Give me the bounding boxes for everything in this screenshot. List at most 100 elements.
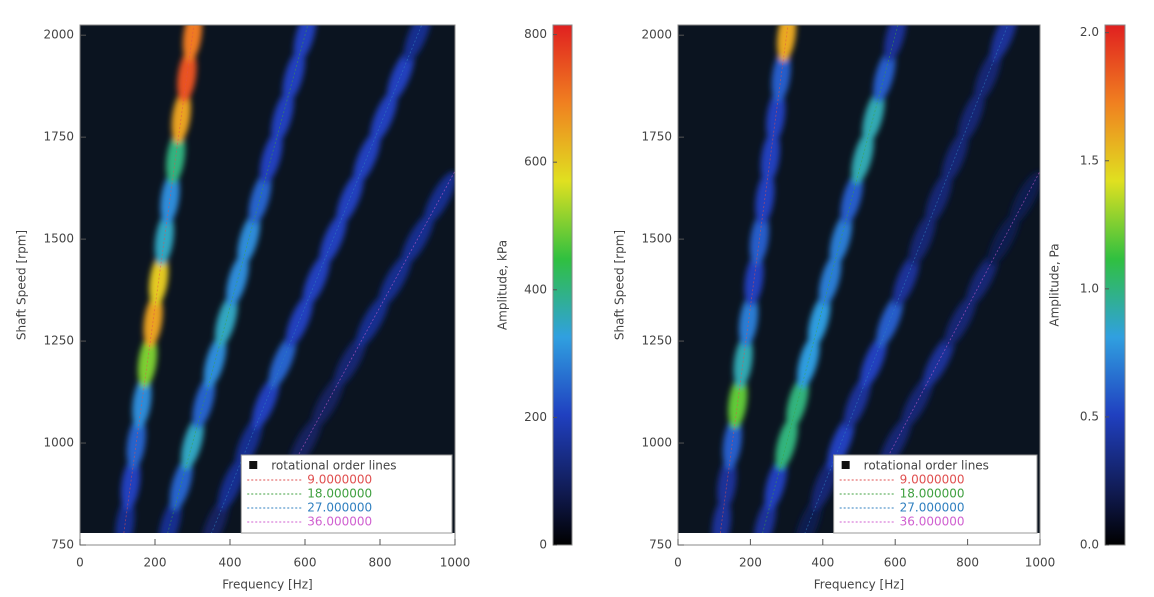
colorbar-tick-label: 800 [524,27,547,41]
plot-frame [677,24,1041,546]
colorbar-tick-label: 0 [539,538,547,552]
y-tick-label: 1000 [43,436,74,450]
x-tick-label: 1000 [440,556,471,570]
amplitude-cell [987,212,1020,266]
colorbar-tick-label: 2.0 [1080,25,1099,39]
amplitude-cell [149,253,169,307]
amplitude-cell [423,171,455,226]
amplitude-cell [218,457,246,511]
amplitude-cell [336,171,364,226]
amplitude-cell [201,497,229,533]
amplitude-cell [353,130,381,185]
amplitude-cell [226,253,249,307]
amplitude-cell [282,49,306,103]
amplitude-cell [744,253,764,307]
x-tick-label: 800 [956,556,979,570]
y-tick-label: 1250 [43,334,74,348]
legend-entry: 18.000000 [900,487,965,501]
legend-entry: 18.000000 [307,487,372,501]
amplitude-cell [883,25,907,62]
amplitude-cell [143,294,163,348]
order-line [762,25,899,533]
x-tick-label: 200 [739,556,762,570]
x-tick-label: 0 [674,556,682,570]
x-tick-label: 800 [369,556,392,570]
amplitude-cell [310,375,345,430]
legend-entry: 9.0000000 [900,473,965,487]
legend-marker [841,461,850,469]
y-tick-label: 1750 [641,130,672,144]
amplitude-cell [268,334,297,389]
x-tick-label: 0 [76,556,84,570]
x-tick-label: 200 [144,556,167,570]
amplitude-cell [369,90,398,144]
legend-marker [249,461,258,469]
y-tick-label: 1250 [641,334,672,348]
amplitude-cell [203,334,227,389]
amplitude-cell [760,131,780,185]
colorbar-tick-label: 0.0 [1080,538,1099,552]
x-tick-label: 400 [219,556,242,570]
y-tick-label: 750 [51,538,74,552]
amplitude-cell [738,294,759,348]
amplitude-cell [248,171,272,225]
amplitude-cell [302,253,331,307]
amplitude-cell [285,293,314,348]
amplitude-cell [722,416,742,470]
y-tick-label: 2000 [641,28,672,42]
plot-area [711,25,1040,533]
legend-title: rotational order lines [271,459,396,473]
x-tick-label: 600 [884,556,907,570]
order-line [123,25,195,533]
order-line [719,25,789,533]
colorbar [1104,24,1126,546]
colorbar-tick-label: 0.5 [1080,409,1099,423]
x-axis-label: Frequency [Hz] [814,578,905,592]
amplitude-cell [764,457,787,511]
x-axis-label: Frequency [Hz] [222,578,313,592]
legend-entry: 36.000000 [900,515,965,529]
legend-entry: 27.000000 [307,501,372,515]
amplitude-cell [165,131,186,185]
legend-entry: 27.000000 [900,501,965,515]
y-axis-label: Shaft Speed [rpm] [613,230,627,340]
plot-frame [79,24,456,546]
amplitude-cell [319,212,347,266]
x-tick-label: 1000 [1025,556,1056,570]
x-tick-label: 600 [294,556,317,570]
x-tick-label: 400 [811,556,834,570]
colorbar-label: Amplitude, kPa [496,240,510,330]
y-tick-label: 1750 [43,130,74,144]
y-axis-label: Shaft Speed [rpm] [15,230,29,340]
colorbar-tick-label: 600 [524,155,547,169]
amplitude-cell [786,375,809,429]
amplitude-cell [251,375,280,429]
legend-entry: 9.0000000 [307,473,372,487]
y-tick-label: 1500 [641,232,672,246]
amplitude-cell [777,25,797,62]
colorbar-label: Amplitude, Pa [1048,243,1062,326]
amplitude-cell [182,25,203,62]
order-line [167,25,309,533]
amplitude-cell [818,253,842,307]
amplitude-cell [840,171,863,225]
order-line [254,170,455,533]
legend-title: rotational order lines [864,459,989,473]
amplitude-cell [862,90,885,144]
colorbar [552,24,573,546]
legend-entry: 36.000000 [307,515,372,529]
colorbar-tick-label: 200 [524,410,547,424]
colorbar-tick-label: 1.5 [1080,153,1099,167]
y-tick-label: 1500 [43,232,74,246]
y-tick-label: 1000 [641,436,672,450]
amplitude-cell [169,457,193,511]
amplitude-cell [126,416,146,470]
y-tick-label: 750 [649,538,672,552]
amplitude-cell [403,25,432,62]
amplitude-cell [922,334,955,389]
y-tick-label: 2000 [43,28,74,42]
amplitude-cell [944,293,977,348]
colorbar-tick-label: 400 [524,282,547,296]
colorbar-tick-label: 1.0 [1080,281,1099,295]
